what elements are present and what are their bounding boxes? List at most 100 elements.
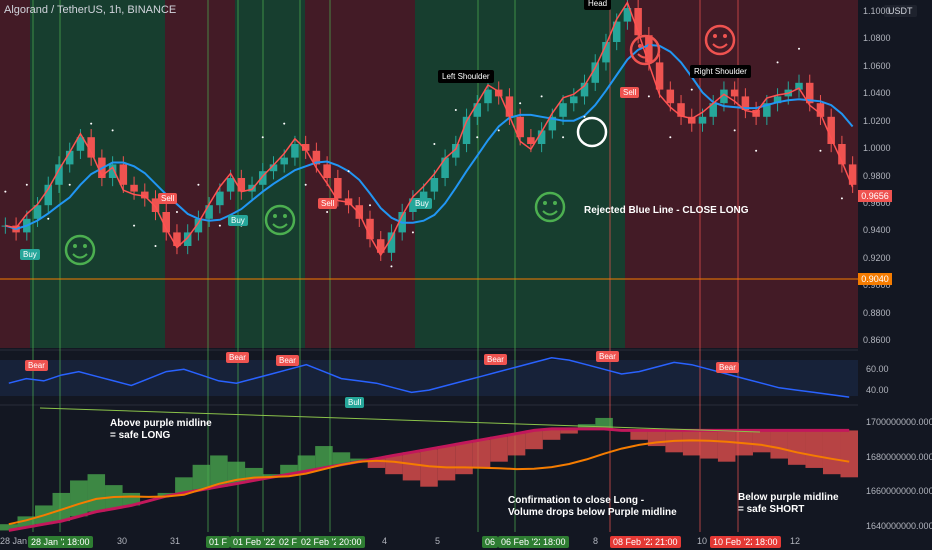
candle-body xyxy=(548,116,557,131)
volume-osc-bar xyxy=(822,430,841,475)
time-axis-label: 8 xyxy=(593,536,599,546)
volume-osc-bar xyxy=(700,430,718,459)
fast-moving-average xyxy=(5,0,854,257)
psar-dot xyxy=(47,217,50,220)
psar-dot xyxy=(755,149,758,152)
candle-body xyxy=(591,62,599,83)
neutral-face-icon xyxy=(576,116,608,148)
price-axis-tick-label: 0.8600 xyxy=(863,335,891,345)
volume-osc-bar xyxy=(52,492,71,522)
price-axis-tick-label: 0.9000 xyxy=(863,280,891,291)
volume-osc-bar xyxy=(280,464,298,475)
support-price-tag: 0.9040 xyxy=(858,273,892,285)
candle-body xyxy=(763,103,771,117)
volume-osc-bar xyxy=(350,458,368,462)
orange-average xyxy=(8,439,850,526)
volume-osc-bar xyxy=(87,474,106,512)
candle-body xyxy=(87,137,95,158)
candle-body xyxy=(130,184,138,192)
volume-osc-bar xyxy=(752,430,771,453)
psar-dot xyxy=(454,109,457,111)
candle-body xyxy=(280,157,288,165)
candle-body xyxy=(419,191,428,199)
candle-body xyxy=(323,164,331,178)
rsi-signal-bear: Bear xyxy=(716,362,739,373)
candle-body xyxy=(33,205,42,219)
psar-dot xyxy=(476,136,479,139)
volume-axis-tick-label: 1700000000.0000 xyxy=(866,417,932,427)
psar-dot xyxy=(497,129,500,132)
candle-body xyxy=(505,96,514,117)
volume-osc-bar xyxy=(560,428,578,434)
smiley-eye xyxy=(83,244,87,248)
candle-body xyxy=(730,89,739,97)
smiley-mouth xyxy=(72,253,88,259)
psar-dot xyxy=(326,211,329,213)
last-price-tag: 0.9656 xyxy=(858,190,892,202)
price-axis-tick-label: 0.8800 xyxy=(863,307,891,318)
price-axis-tick-label: 0.9200 xyxy=(863,252,891,263)
time-axis-label: 21:00 xyxy=(652,536,681,548)
signal-sell: Sell xyxy=(318,198,338,209)
smiley-icon xyxy=(704,24,736,56)
psar-dot xyxy=(68,183,71,186)
candle-body xyxy=(334,178,342,199)
candle-body xyxy=(119,164,128,185)
candle-body xyxy=(216,191,224,206)
time-axis-label: 18:00 xyxy=(540,536,569,548)
psar-dot xyxy=(647,95,650,98)
psar-dot xyxy=(25,183,28,186)
psar-dot xyxy=(111,129,114,132)
psar-dot xyxy=(776,61,779,64)
volume-osc-bar xyxy=(805,430,823,468)
price-axis-tick-label: 1.0800 xyxy=(863,33,891,44)
volume-osc-bar xyxy=(525,430,543,450)
price-axis-tick-label: 1.0400 xyxy=(863,88,891,99)
annotation-close-long: Confirmation to close Long - Volume drop… xyxy=(508,495,677,518)
psar-dot xyxy=(819,149,822,152)
candle-body xyxy=(827,116,835,144)
candle-body xyxy=(141,191,149,199)
time-axis-label: 06 xyxy=(482,536,499,548)
zone-bg-4 xyxy=(305,0,415,348)
time-axis-label: 02 F xyxy=(276,536,301,548)
psar-dot xyxy=(733,129,736,132)
candle-body xyxy=(602,42,610,63)
psar-dot xyxy=(669,136,672,139)
candle-body xyxy=(752,110,760,117)
candle-body xyxy=(570,96,578,104)
price-axis-tick-label: 1.0600 xyxy=(863,60,891,71)
volume-axis-tick-label: 1640000000.0000 xyxy=(866,521,932,531)
time-axis-label: 30 xyxy=(117,536,128,546)
volume-osc-bar xyxy=(332,452,351,465)
psar-dot xyxy=(433,143,436,145)
psar-dot xyxy=(540,95,543,98)
volume-osc-bar xyxy=(437,446,456,481)
psar-dot xyxy=(798,47,801,50)
currency-badge[interactable]: USDT xyxy=(884,5,917,17)
candle-body xyxy=(516,116,524,138)
price-axis-tick-label: 1.0200 xyxy=(863,115,891,126)
volume-osc-bar xyxy=(385,455,403,475)
time-axis-label: 12 xyxy=(790,536,801,546)
signal-sell: Sell xyxy=(620,87,640,98)
candle-body xyxy=(645,35,653,63)
candle-body xyxy=(430,178,439,192)
candle-body xyxy=(387,232,396,253)
psar-dot xyxy=(133,224,136,227)
psar-dot xyxy=(562,136,565,139)
price-axis-tick-label: 0.9600 xyxy=(863,197,891,208)
smiley-mouth xyxy=(637,53,653,59)
smiley-eye xyxy=(283,214,287,218)
smiley-icon xyxy=(629,34,661,66)
candle-body xyxy=(237,178,246,192)
smiley-eye xyxy=(73,244,77,248)
candle-body xyxy=(527,137,535,144)
volume-osc-bar xyxy=(297,455,316,472)
zone-bg-0 xyxy=(0,0,30,348)
psar-dot xyxy=(218,224,221,227)
psar-dot xyxy=(519,102,522,105)
candle-body xyxy=(76,137,85,151)
smiley-mouth xyxy=(272,223,288,229)
price-axis-tick-label: 1.0000 xyxy=(863,143,891,154)
